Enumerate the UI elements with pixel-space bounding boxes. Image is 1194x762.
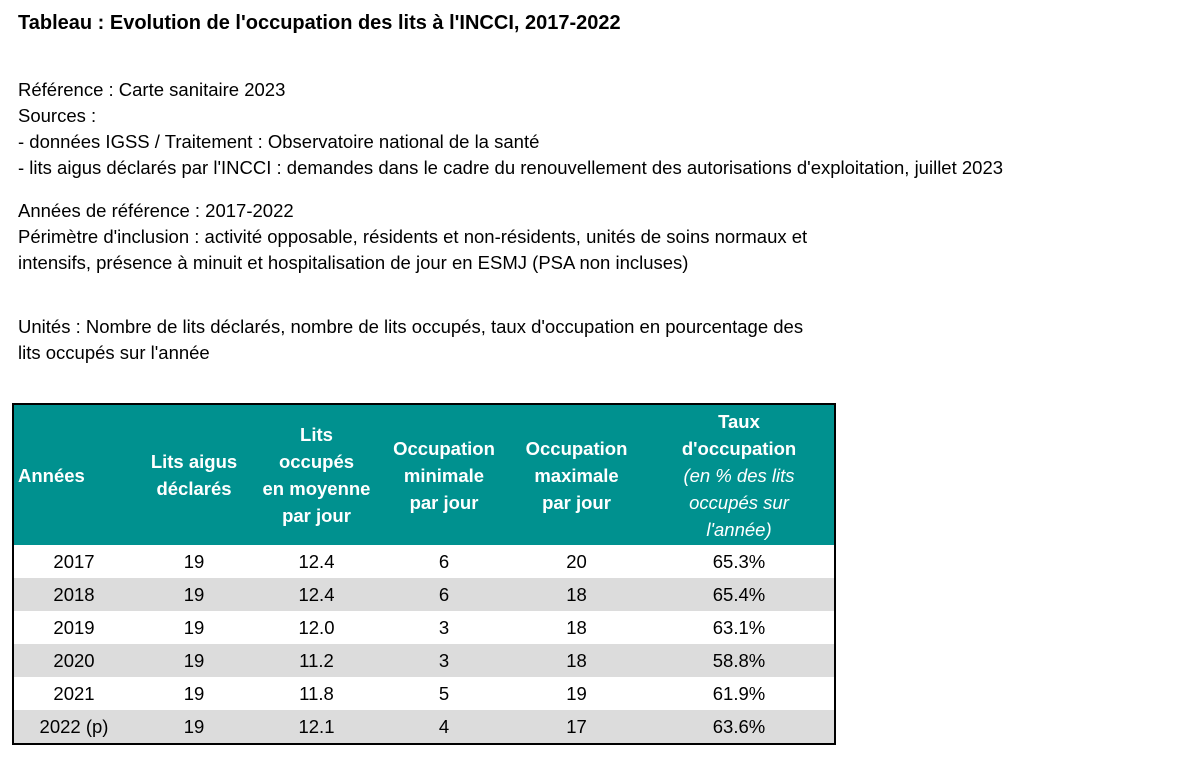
cell-annee: 2017 [53, 551, 95, 572]
cell-annee: 2019 [53, 617, 95, 638]
cell-taux: 63.1% [712, 617, 766, 638]
cell-occ-max: 18 [566, 650, 587, 671]
units-line-1: Unités : Nombre de lits déclarés, nombre… [18, 316, 804, 337]
cell-occ-min: 3 [438, 650, 450, 671]
cell-lits-occupes: 11.2 [299, 650, 334, 671]
header-lits-aigus: Lits aigus déclarés [150, 451, 238, 499]
cell-occ-min: 6 [438, 584, 450, 605]
cell-taux: 63.6% [712, 716, 766, 737]
cell-occ-min: 5 [438, 683, 450, 704]
cell-annee: 2018 [53, 584, 95, 605]
scope-block: Années de référence : 2017-2022 Périmètr… [18, 198, 807, 276]
cell-occ-max: 17 [566, 716, 587, 737]
units-line-2: lits occupés sur l'année [18, 342, 210, 363]
cell-annee: 2021 [53, 683, 95, 704]
sources-label: Sources : [18, 105, 97, 126]
table-row: 2020 19 11.2 3 18 58.8% [14, 644, 834, 677]
cell-taux: 65.3% [712, 551, 766, 572]
cell-occ-min: 3 [438, 617, 450, 638]
header-occupation-minimale: Occupation minimale par jour [393, 437, 495, 513]
cell-lits-occupes: 12.4 [298, 584, 335, 605]
cell-lits-aigus: 19 [183, 551, 205, 572]
perimeter-line-2: intensifs, présence à minuit et hospital… [18, 252, 689, 273]
cell-taux: 61.9% [712, 683, 766, 704]
occupation-table-frame: Années Lits aigus déclarés Lits occupés … [12, 403, 836, 745]
cell-lits-occupes: 12.1 [298, 716, 335, 737]
cell-lits-occupes: 12.4 [298, 551, 335, 572]
units-block: Unités : Nombre de lits déclarés, nombre… [18, 314, 803, 366]
table-row: 2021 19 11.8 5 19 61.9% [14, 677, 834, 710]
occupation-table: Années Lits aigus déclarés Lits occupés … [14, 405, 834, 743]
cell-occ-max: 19 [566, 683, 587, 704]
cell-annee: 2020 [53, 650, 95, 671]
cell-lits-aigus: 19 [183, 650, 205, 671]
cell-taux: 58.8% [712, 650, 766, 671]
cell-lits-occupes: 12.0 [298, 617, 335, 638]
cell-lits-occupes: 11.8 [299, 683, 334, 704]
cell-lits-aigus: 19 [183, 716, 205, 737]
perimeter-line-1: Périmètre d'inclusion : activité opposab… [18, 226, 808, 247]
page-title: Tableau : Evolution de l'occupation des … [18, 12, 621, 34]
header-taux-occupation: Taux d'occupation (en % des lits occupés… [681, 410, 797, 540]
cell-lits-aigus: 19 [183, 683, 205, 704]
table-row: 2017 19 12.4 6 20 65.3% [14, 545, 834, 578]
header-occupation-maximale: Occupation maximale par jour [525, 437, 628, 513]
cell-annee: 2022 (p) [39, 716, 109, 737]
cell-lits-aigus: 19 [183, 584, 205, 605]
cell-occ-min: 4 [438, 716, 450, 737]
cell-occ-max: 18 [566, 584, 587, 605]
source-item-2: - lits aigus déclarés par l'INCCI : dema… [18, 157, 1004, 178]
source-item-1: - données IGSS / Traitement : Observatoi… [18, 131, 540, 152]
header-lits-occupes: Lits occupés en moyenne par jour [262, 424, 371, 526]
table-row: 2018 19 12.4 6 18 65.4% [14, 578, 834, 611]
cell-occ-min: 6 [438, 551, 450, 572]
table-row: 2019 19 12.0 3 18 63.1% [14, 611, 834, 644]
table-row: 2022 (p) 19 12.1 4 17 63.6% [14, 710, 834, 743]
sources-block: Référence : Carte sanitaire 2023 Sources… [18, 77, 1003, 181]
cell-lits-aigus: 19 [183, 617, 205, 638]
reference-text: Référence : Carte sanitaire 2023 [18, 79, 286, 100]
cell-occ-max: 18 [566, 617, 587, 638]
table-header-row: Années Lits aigus déclarés Lits occupés … [14, 405, 834, 545]
cell-occ-max: 20 [566, 551, 587, 572]
header-annees: Années [18, 464, 85, 486]
cell-taux: 65.4% [712, 584, 766, 605]
reference-years: Années de référence : 2017-2022 [18, 200, 294, 221]
